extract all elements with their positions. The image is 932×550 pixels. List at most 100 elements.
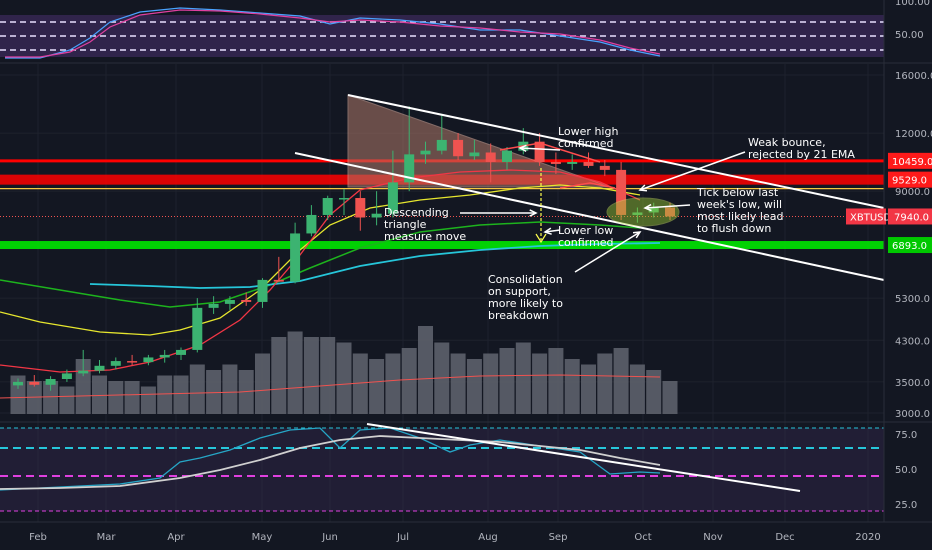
annotation-lower-high: Lower high confirmed	[558, 125, 618, 150]
annotation-arrow-2	[574, 231, 641, 273]
volume-bar	[92, 375, 107, 414]
price-tick-label: 3500.0	[895, 378, 930, 389]
last-price-box	[888, 208, 932, 225]
candle-body	[143, 357, 154, 363]
candle-body	[420, 150, 431, 155]
support-band-6893	[0, 241, 884, 250]
annotation-line: Lower low	[558, 224, 613, 237]
annotation-line: rejected by 21 EMA	[748, 148, 855, 161]
time-tick-label: Jul	[396, 532, 409, 543]
consolidation-ellipse	[606, 197, 680, 227]
annotation-line: Consolidation	[488, 273, 563, 286]
volume-bar	[108, 381, 124, 414]
candle-body	[13, 381, 23, 386]
moving-averages	[0, 169, 661, 373]
annotation-arrow-0	[639, 151, 746, 191]
volume-bar	[271, 337, 287, 414]
candle-body	[159, 354, 170, 358]
candlesticks	[13, 106, 675, 391]
volume-bar	[320, 337, 336, 414]
candle-body	[648, 207, 659, 213]
candle-body	[224, 300, 235, 304]
annotation-arrowhead-0	[638, 184, 648, 192]
volume-bar	[466, 359, 482, 414]
time-tick-label: Mar	[97, 532, 117, 543]
candle-body	[469, 152, 480, 157]
candle-body	[322, 198, 333, 215]
candle-body	[78, 370, 89, 374]
annotation-arrow-4	[544, 229, 561, 233]
volume-bar	[303, 337, 319, 414]
ma-cyan	[89, 242, 661, 289]
candle-body	[616, 169, 627, 215]
annotation-tick-below: Tick below last week's low, will most like…	[696, 186, 783, 235]
time-tick-label: Sep	[549, 532, 568, 543]
rsi-pane	[0, 421, 932, 512]
annotation-line: to flush down	[697, 222, 771, 235]
top-oscillator-pane	[0, 7, 932, 64]
ma-yellow	[0, 184, 641, 336]
level-label-text: 9529.0	[892, 176, 927, 187]
level-label-box	[888, 171, 932, 188]
volume-bar	[629, 364, 645, 414]
red-arc-1	[559, 182, 616, 189]
annotation-line: most likely lead	[697, 210, 783, 223]
volume-bar	[140, 386, 156, 414]
volume-bar	[59, 386, 75, 414]
volume-bar	[287, 331, 303, 414]
volume-bar	[255, 353, 270, 414]
symbol-label-box	[846, 208, 886, 225]
candle-body	[485, 152, 496, 162]
volume-bar	[662, 381, 678, 414]
volume-bars	[0, 326, 678, 414]
symbol-label-text: XBTUSD	[850, 212, 891, 223]
annotation-descending-triangle: Descending triangle measure move	[384, 206, 466, 243]
annotation-line: on support,	[488, 285, 551, 298]
candle-body	[192, 307, 203, 350]
candle-body	[404, 154, 415, 183]
level-label-text: 6893.0	[892, 241, 927, 252]
time-tick-label: 2020	[855, 532, 880, 543]
candle-body	[550, 161, 561, 164]
time-tick-label: Feb	[29, 532, 47, 543]
candle-body	[339, 198, 349, 200]
annotation-line: more likely to	[488, 297, 563, 310]
rsi-band	[0, 428, 884, 511]
volume-bar	[336, 342, 352, 414]
annotation-lower-low: Lower low confirmed	[558, 224, 613, 249]
candle-body	[502, 150, 512, 162]
last-price-text: 7940.0	[894, 212, 929, 223]
annotation-line: Lower high	[558, 125, 618, 138]
volume-bar	[515, 342, 531, 414]
annotation-line: confirmed	[558, 236, 613, 249]
annotation-line: Weak bounce,	[748, 136, 826, 149]
candle-body	[273, 279, 284, 282]
annotation-line: week's low, will	[697, 198, 782, 211]
candle-body	[355, 198, 366, 218]
volume-bar	[385, 353, 401, 414]
candle-body	[61, 373, 72, 380]
annotation-line: measure move	[384, 230, 466, 243]
time-tick-label: Aug	[478, 532, 498, 543]
candle-body	[387, 182, 398, 214]
volume-bar	[369, 359, 385, 414]
rsi-ma-line	[0, 435, 661, 490]
volume-bar	[352, 353, 368, 414]
rsi-tick-label: 50.0	[895, 465, 917, 476]
time-tick-label: Dec	[775, 532, 794, 543]
volume-bar	[401, 348, 417, 414]
volume-bar	[548, 348, 564, 414]
candle-body	[599, 165, 610, 170]
volume-bar	[483, 353, 499, 414]
price-tick-label: 9000.0	[895, 187, 930, 198]
price-tick-label: 5300.0	[895, 294, 930, 305]
candle-body	[176, 349, 186, 355]
annotation-arrowhead-5	[518, 144, 527, 153]
volume-bar	[124, 381, 140, 414]
annotation-arrowhead-1	[643, 203, 652, 212]
candle-body	[567, 161, 578, 164]
candle-body	[583, 161, 594, 166]
price-tick-label: 16000.0	[895, 71, 932, 82]
